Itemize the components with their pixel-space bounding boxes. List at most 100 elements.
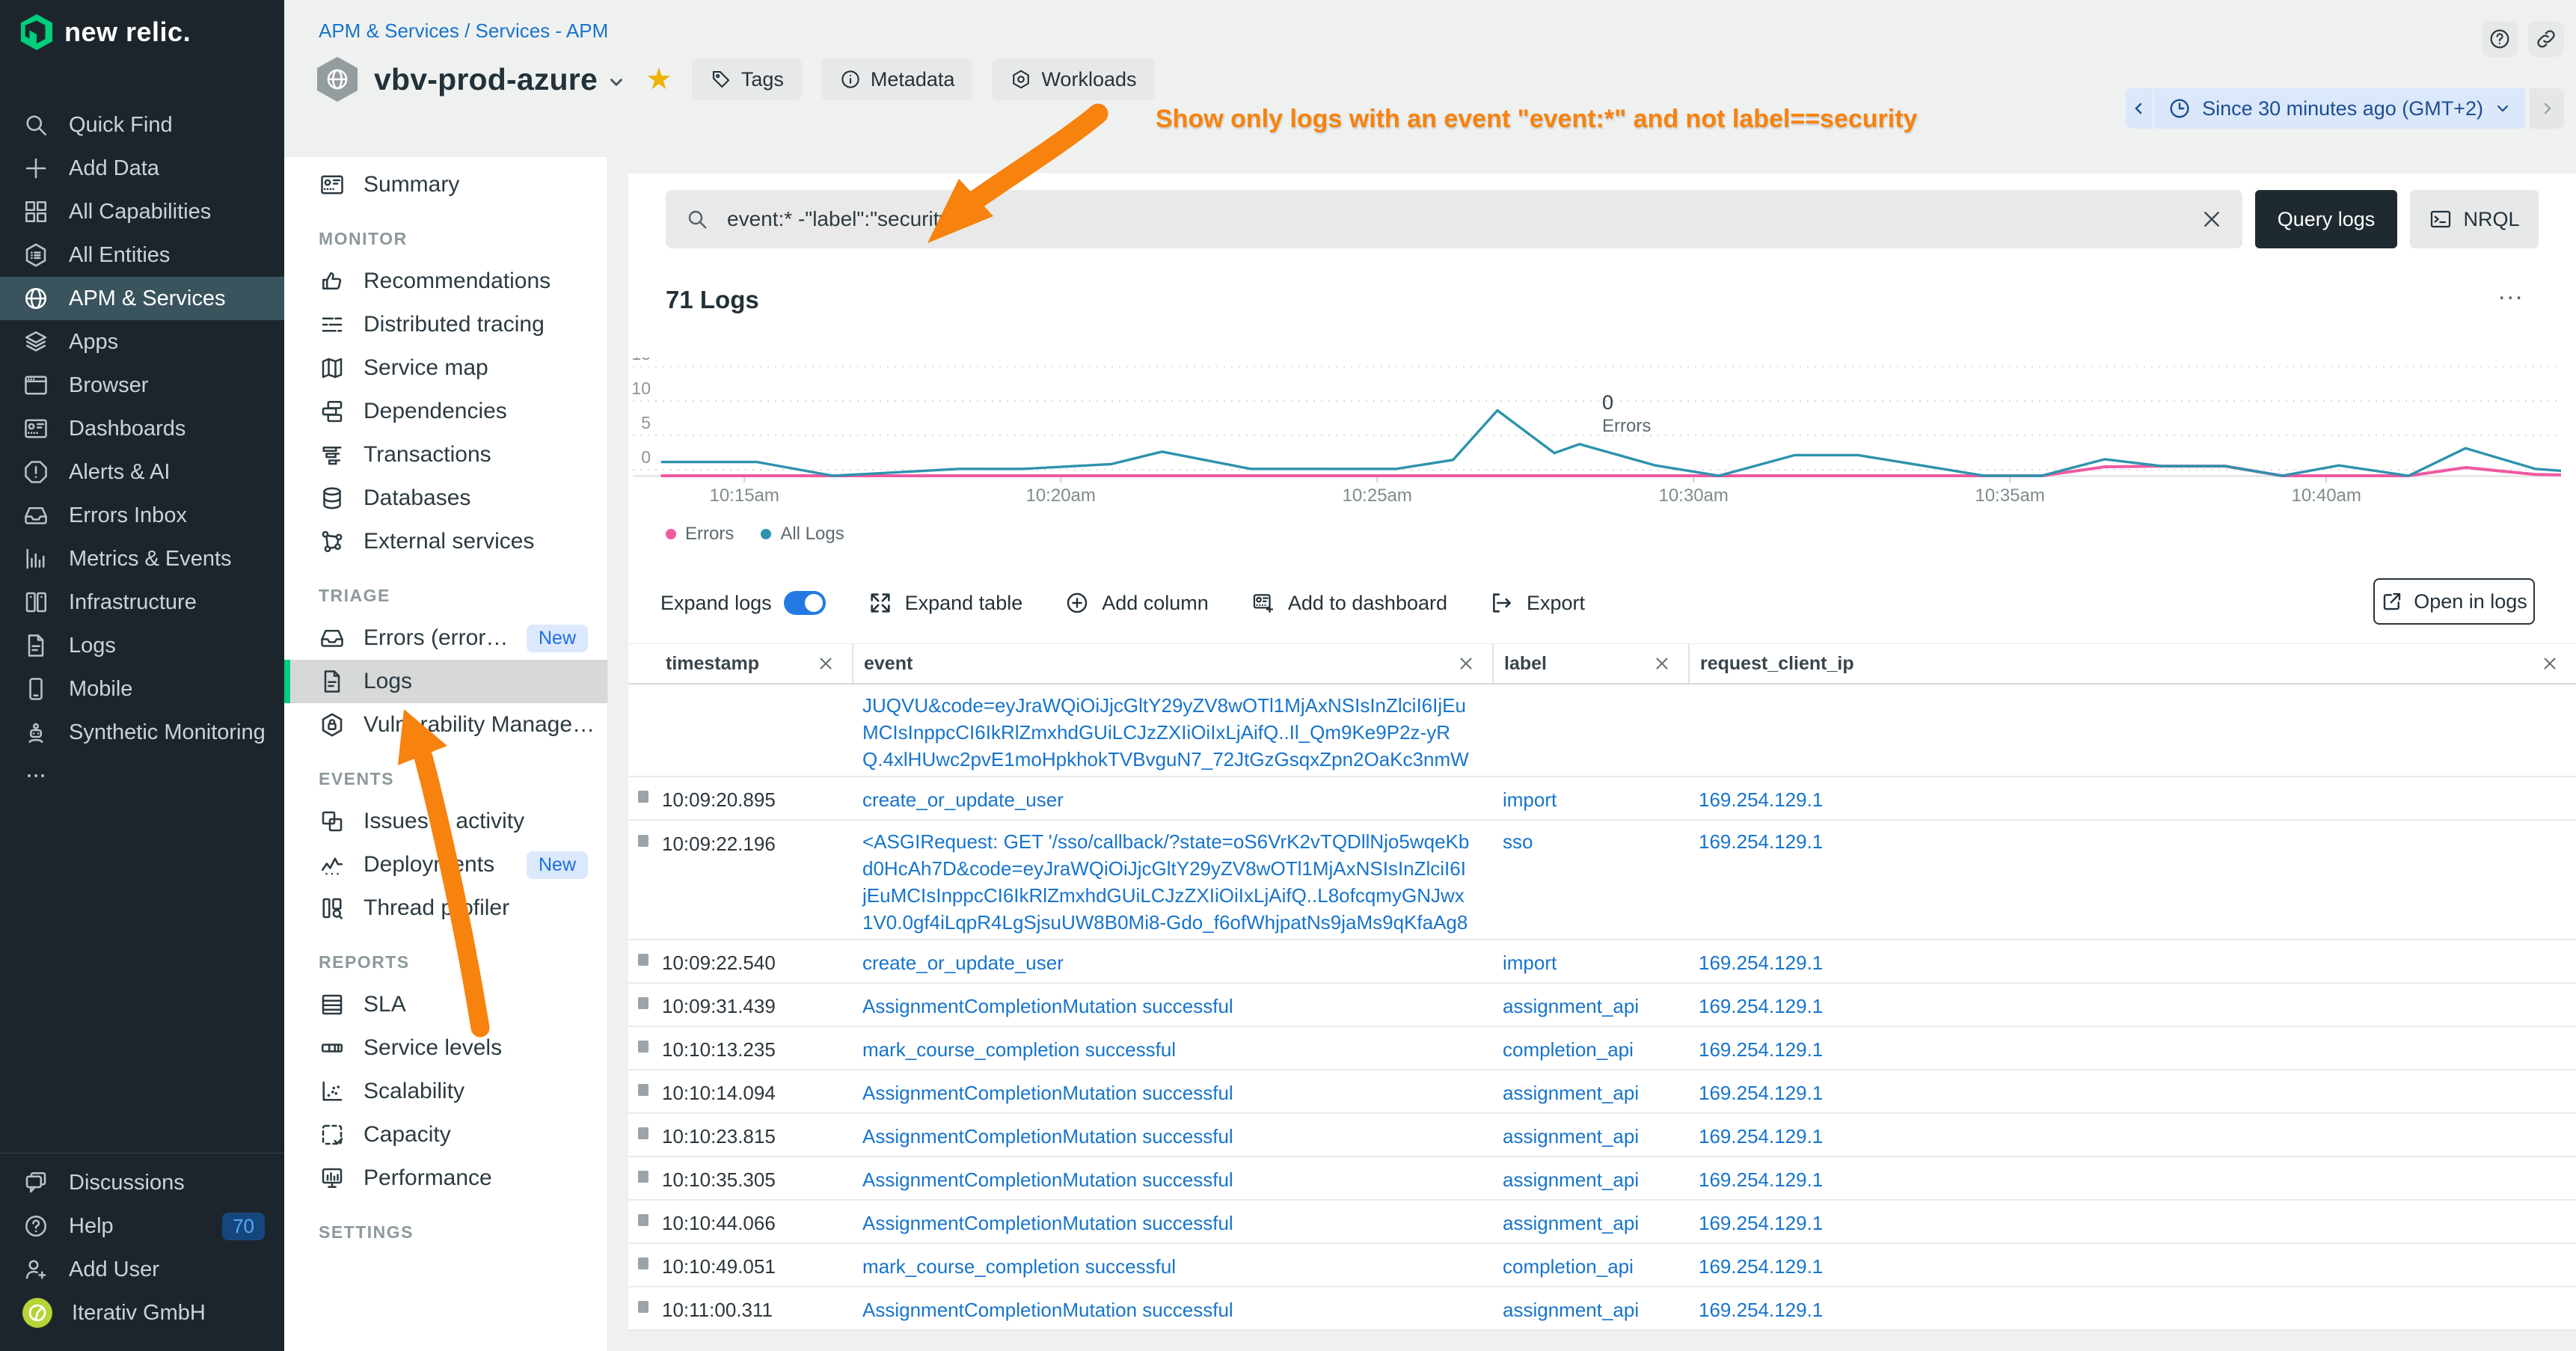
table-row[interactable]: 10:10:35.305 AssignmentCompletionMutatio… bbox=[628, 1157, 2576, 1201]
remove-column-icon[interactable] bbox=[1456, 654, 1476, 673]
cell-request-client-ip-link[interactable]: 169.254.129.1 bbox=[1699, 1168, 1823, 1191]
cell-label-link[interactable]: import bbox=[1503, 952, 1557, 974]
cell-event-link[interactable]: AssignmentCompletionMutation successful bbox=[862, 1082, 1233, 1104]
column-header-timestamp[interactable]: timestamp bbox=[628, 644, 852, 683]
subnav-item-sla[interactable]: SLA bbox=[284, 983, 607, 1026]
subnav-item-recommendations[interactable]: Recommendations bbox=[284, 260, 607, 303]
cell-event-link[interactable]: JUQVU&code=eyJraWQiOiJjcGltY29yZV8wOTl1M… bbox=[862, 694, 1469, 776]
subnav-item-dependencies[interactable]: Dependencies bbox=[284, 390, 607, 433]
cell-label-link[interactable]: assignment_api bbox=[1503, 1082, 1639, 1104]
open-in-logs-button[interactable]: Open in logs bbox=[2373, 578, 2535, 625]
column-header-request-client-ip[interactable]: request_client_ip bbox=[1688, 644, 2576, 683]
sidebar-item-infrastructure[interactable]: Infrastructure bbox=[0, 580, 284, 624]
sidebar-item-alerts-ai[interactable]: Alerts & AI bbox=[0, 450, 284, 494]
cell-request-client-ip-link[interactable]: 169.254.129.1 bbox=[1699, 1299, 1823, 1321]
subnav-item-service-levels[interactable]: Service levels bbox=[284, 1026, 607, 1070]
cell-request-client-ip-link[interactable]: 169.254.129.1 bbox=[1699, 1212, 1823, 1234]
log-search-bar[interactable]: event:* -"label":"security" bbox=[666, 190, 2242, 248]
logs-chart[interactable]: 15105010:15am10:20am10:25am10:30am10:35a… bbox=[633, 358, 2561, 515]
subnav-item-errors-errors-inb[interactable]: Errors (errors inb... New bbox=[284, 616, 607, 660]
time-back-button[interactable] bbox=[2126, 88, 2153, 129]
cell-event-link[interactable]: AssignmentCompletionMutation successful bbox=[862, 1212, 1233, 1234]
sidebar-item-ellipsis[interactable] bbox=[0, 754, 284, 797]
cell-request-client-ip-link[interactable]: 169.254.129.1 bbox=[1699, 952, 1823, 974]
time-range-button[interactable]: Since 30 minutes ago (GMT+2) bbox=[2154, 88, 2525, 129]
cell-event-link[interactable]: mark_course_completion successful bbox=[862, 1255, 1176, 1278]
table-row[interactable]: 10:11:00.311 AssignmentCompletionMutatio… bbox=[628, 1287, 2576, 1331]
legend-item-errors[interactable]: Errors bbox=[666, 524, 734, 545]
cell-event-link[interactable]: AssignmentCompletionMutation successful bbox=[862, 1125, 1233, 1148]
cell-label-link[interactable]: assignment_api bbox=[1503, 995, 1639, 1017]
subnav-item-transactions[interactable]: Transactions bbox=[284, 433, 607, 477]
expand-logs-toggle[interactable] bbox=[784, 591, 826, 615]
nrql-button[interactable]: NRQL bbox=[2410, 190, 2539, 248]
cell-event-link[interactable]: create_or_update_user bbox=[862, 952, 1064, 974]
expand-table-button[interactable]: Expand table bbox=[868, 590, 1023, 616]
clear-search-icon[interactable] bbox=[2201, 208, 2223, 230]
add-column-button[interactable]: Add column bbox=[1064, 590, 1209, 616]
cell-label-link[interactable]: assignment_api bbox=[1503, 1125, 1639, 1148]
subnav-item-distributed-tracing[interactable]: Distributed tracing bbox=[284, 303, 607, 346]
table-row[interactable]: 10:09:22.540 create_or_update_user impor… bbox=[628, 940, 2576, 984]
cell-label-link[interactable]: import bbox=[1503, 788, 1557, 811]
subnav-item-performance[interactable]: Performance bbox=[284, 1157, 607, 1200]
sidebar-item-quick-find[interactable]: Quick Find bbox=[0, 103, 284, 147]
breadcrumb-services-apm[interactable]: Services - APM bbox=[476, 19, 609, 42]
add-to-dashboard-button[interactable]: Add to dashboard bbox=[1251, 590, 1447, 616]
table-row[interactable]: 10:09:22.196 <ASGIRequest: GET '/sso/cal… bbox=[628, 821, 2576, 940]
table-row[interactable]: JUQVU&code=eyJraWQiOiJjcGltY29yZV8wOTl1M… bbox=[628, 684, 2576, 777]
table-row[interactable]: 10:09:31.439 AssignmentCompletionMutatio… bbox=[628, 984, 2576, 1027]
cell-request-client-ip-link[interactable]: 169.254.129.1 bbox=[1699, 1255, 1823, 1278]
search-query-text[interactable]: event:* -"label":"security" bbox=[727, 207, 2201, 231]
cell-request-client-ip-link[interactable]: 169.254.129.1 bbox=[1699, 830, 1823, 853]
cell-request-client-ip-link[interactable]: 169.254.129.1 bbox=[1699, 995, 1823, 1017]
sidebar-item-synthetic-monitoring[interactable]: Synthetic Monitoring bbox=[0, 711, 284, 754]
remove-column-icon[interactable] bbox=[2540, 654, 2560, 673]
cell-event-link[interactable]: create_or_update_user bbox=[862, 788, 1064, 811]
remove-column-icon[interactable] bbox=[816, 654, 835, 673]
breadcrumb-apm-services[interactable]: APM & Services bbox=[319, 19, 459, 42]
remove-column-icon[interactable] bbox=[1652, 654, 1672, 673]
cell-label-link[interactable]: assignment_api bbox=[1503, 1168, 1639, 1191]
time-forward-button[interactable] bbox=[2530, 88, 2564, 129]
sidebar-footer-item-help[interactable]: Help 70 bbox=[0, 1204, 284, 1248]
sidebar-item-browser[interactable]: Browser bbox=[0, 364, 284, 407]
help-corner-button[interactable] bbox=[2482, 21, 2518, 57]
entity-name[interactable]: vbv-prod-azure bbox=[374, 62, 598, 97]
subnav-item-issues-activity[interactable]: Issues & activity bbox=[284, 800, 607, 843]
cell-label-link[interactable]: completion_api bbox=[1503, 1038, 1634, 1061]
cell-event-link[interactable]: AssignmentCompletionMutation successful bbox=[862, 1299, 1233, 1321]
cell-event-link[interactable]: AssignmentCompletionMutation successful bbox=[862, 995, 1233, 1017]
more-menu-button[interactable]: ... bbox=[2498, 277, 2524, 306]
table-row[interactable]: 10:10:49.051 mark_course_completion succ… bbox=[628, 1244, 2576, 1287]
subnav-item-service-map[interactable]: Service map bbox=[284, 346, 607, 390]
column-header-label[interactable]: label bbox=[1492, 644, 1688, 683]
cell-event-link[interactable]: <ASGIRequest: GET '/sso/callback/?state=… bbox=[862, 830, 1469, 939]
cell-request-client-ip-link[interactable]: 169.254.129.1 bbox=[1699, 1038, 1823, 1061]
sidebar-item-dashboards[interactable]: Dashboards bbox=[0, 407, 284, 450]
sidebar-footer-item-discussions[interactable]: Discussions bbox=[0, 1161, 284, 1204]
cell-label-link[interactable]: assignment_api bbox=[1503, 1299, 1639, 1321]
sidebar-item-apps[interactable]: Apps bbox=[0, 320, 284, 364]
cell-request-client-ip-link[interactable]: 169.254.129.1 bbox=[1699, 788, 1823, 811]
subnav-item-summary[interactable]: Summary bbox=[284, 163, 607, 206]
subnav-item-external-services[interactable]: External services bbox=[284, 520, 607, 563]
cell-label-link[interactable]: assignment_api bbox=[1503, 1212, 1639, 1234]
sidebar-item-logs[interactable]: Logs bbox=[0, 624, 284, 667]
column-header-event[interactable]: event bbox=[852, 644, 1492, 683]
sidebar-item-add-data[interactable]: Add Data bbox=[0, 147, 284, 190]
sidebar-item-all-capabilities[interactable]: All Capabilities bbox=[0, 190, 284, 233]
sidebar-item-metrics-events[interactable]: Metrics & Events bbox=[0, 537, 284, 580]
cell-request-client-ip-link[interactable]: 169.254.129.1 bbox=[1699, 1125, 1823, 1148]
cell-label-link[interactable]: completion_api bbox=[1503, 1255, 1634, 1278]
table-row[interactable]: 10:09:20.895 create_or_update_user impor… bbox=[628, 777, 2576, 821]
subnav-item-databases[interactable]: Databases bbox=[284, 477, 607, 520]
subnav-item-vulnerability-management[interactable]: Vulnerability Management bbox=[284, 703, 607, 747]
legend-item-all-logs[interactable]: All Logs bbox=[761, 524, 844, 545]
tags-button[interactable]: Tags bbox=[692, 58, 802, 100]
workloads-button[interactable]: Workloads bbox=[992, 58, 1154, 100]
sidebar-item-all-entities[interactable]: All Entities bbox=[0, 233, 284, 277]
cell-request-client-ip-link[interactable]: 169.254.129.1 bbox=[1699, 1082, 1823, 1104]
favorite-star-icon[interactable]: ★ bbox=[645, 62, 672, 96]
sidebar-item-mobile[interactable]: Mobile bbox=[0, 667, 284, 711]
